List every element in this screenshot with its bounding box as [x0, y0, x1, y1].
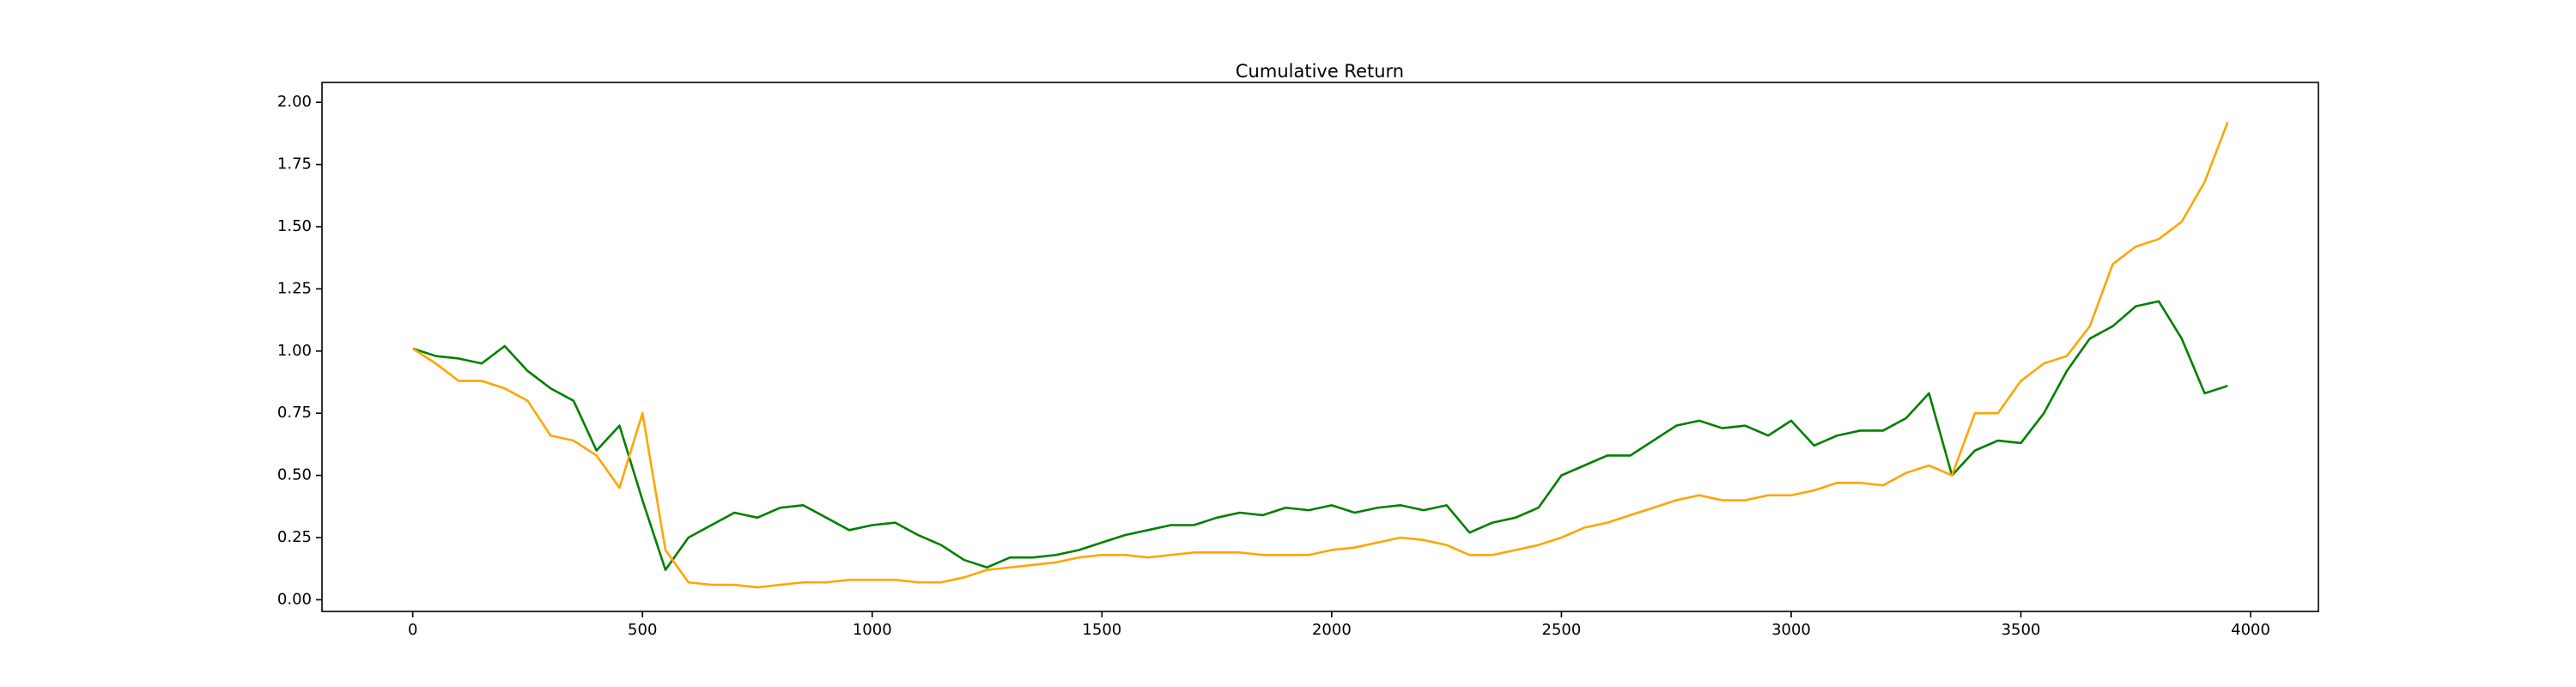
x-tick-label: 3000 [1771, 621, 1811, 639]
y-tick-label: 0.75 [277, 404, 312, 422]
y-tick-label: 0.00 [277, 590, 312, 608]
x-tick-label: 3500 [2002, 621, 2041, 639]
x-tick-label: 1000 [853, 621, 892, 639]
y-tick-label: 1.50 [277, 217, 312, 235]
x-tick-label: 4000 [2231, 621, 2270, 639]
y-tick-label: 1.25 [277, 279, 312, 297]
y-tick-label: 1.00 [277, 342, 312, 360]
x-tick-label: 2500 [1542, 621, 1582, 639]
plot-frame [321, 82, 2319, 612]
x-tick-label: 1500 [1082, 621, 1121, 639]
x-tick-label: 500 [628, 621, 657, 639]
y-tick-label: 1.75 [277, 155, 312, 173]
y-tick-label: 0.50 [277, 466, 312, 484]
y-tick-label: 2.00 [277, 93, 312, 111]
series-line [411, 121, 2229, 589]
x-tick-label: 0 [408, 621, 417, 639]
series-line [412, 300, 2228, 571]
chart-title: Cumulative Return [1236, 61, 1404, 82]
x-tick-label: 2000 [1312, 621, 1352, 639]
y-tick-label: 0.25 [277, 528, 312, 546]
